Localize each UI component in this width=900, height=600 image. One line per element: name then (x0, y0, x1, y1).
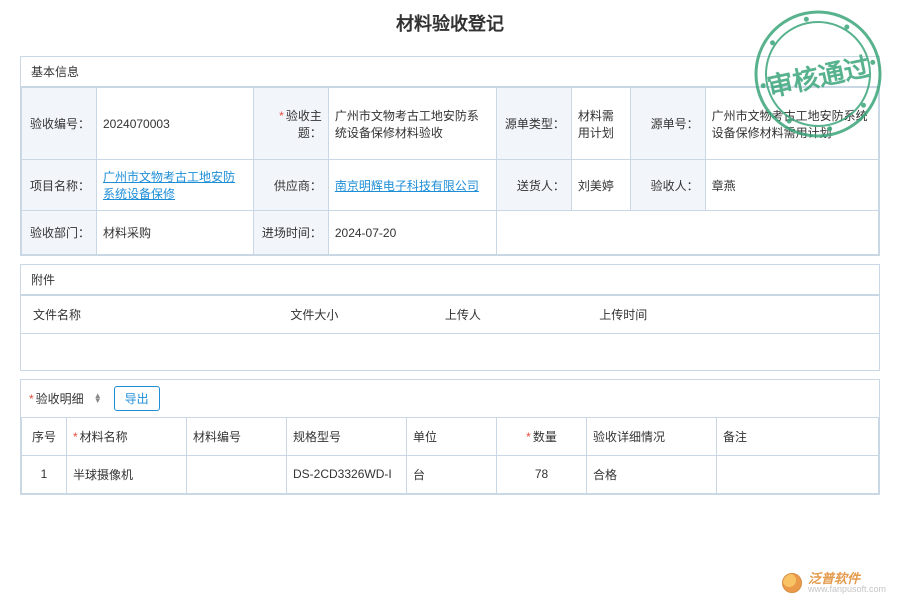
details-section: 验收明细 ▲▼ 导出 序号 材料名称 材料编号 规格型号 单位 数量 验收详细情… (20, 379, 880, 495)
col-code: 材料编号 (187, 417, 287, 455)
field-value: 广州市文物考古工地安防系统设备保修材料验收 (328, 88, 496, 160)
attach-col-time: 上传时间 (587, 296, 879, 334)
field-label: 验收编号： (22, 88, 97, 160)
field-label: 源单号： (630, 88, 705, 160)
col-unit: 单位 (407, 417, 497, 455)
field-value: 章燕 (705, 160, 878, 211)
watermark: 泛普软件 www.fanpusoft.com (782, 572, 886, 594)
field-value-link[interactable]: 南京明辉电子科技有限公司 (328, 160, 496, 211)
cell-result: 合格 (587, 455, 717, 493)
field-value: 材料需用计划 (571, 88, 630, 160)
col-seq: 序号 (22, 417, 67, 455)
field-label: 验收主题： (253, 88, 328, 160)
col-qty: 数量 (497, 417, 587, 455)
cell-name: 半球摄像机 (67, 455, 187, 493)
attach-empty-row (21, 334, 879, 370)
watermark-en: www.fanpusoft.com (808, 585, 886, 594)
field-value: 2024070003 (97, 88, 254, 160)
field-label: 送货人： (496, 160, 571, 211)
col-result: 验收详细情况 (587, 417, 717, 455)
field-label: 供应商： (253, 160, 328, 211)
sort-icon[interactable]: ▲▼ (94, 393, 102, 403)
cell-remark (717, 455, 879, 493)
field-label: 进场时间： (253, 211, 328, 255)
attachments-table: 文件名称 文件大小 上传人 上传时间 (21, 295, 879, 370)
cell-code (187, 455, 287, 493)
page-title: 材料验收登记 (0, 0, 900, 48)
col-spec: 规格型号 (287, 417, 407, 455)
cell-seq: 1 (22, 455, 67, 493)
attachments-section: 附件 文件名称 文件大小 上传人 上传时间 (20, 264, 880, 371)
field-label: 源单类型： (496, 88, 571, 160)
attachments-header: 附件 (21, 265, 879, 295)
field-value-link[interactable]: 广州市文物考古工地安防系统设备保修 (97, 160, 254, 211)
cell-unit: 台 (407, 455, 497, 493)
basic-info-section: 基本信息 验收编号： 2024070003 验收主题： 广州市文物考古工地安防系… (20, 56, 880, 256)
cell-spec: DS-2CD3326WD-I (287, 455, 407, 493)
field-label: 验收部门： (22, 211, 97, 255)
cell-qty: 78 (497, 455, 587, 493)
watermark-logo-icon (782, 573, 802, 593)
details-title: 验收明细 (29, 390, 84, 407)
export-button[interactable]: 导出 (114, 386, 160, 411)
attach-col-size: 文件大小 (278, 296, 432, 334)
field-label: 验收人： (630, 160, 705, 211)
attach-col-uploader: 上传人 (433, 296, 587, 334)
attach-col-name: 文件名称 (21, 296, 278, 334)
basic-info-header: 基本信息 (21, 57, 879, 87)
basic-info-table: 验收编号： 2024070003 验收主题： 广州市文物考古工地安防系统设备保修… (21, 87, 879, 255)
field-value: 材料采购 (97, 211, 254, 255)
table-row: 1 半球摄像机 DS-2CD3326WD-I 台 78 合格 (22, 455, 879, 493)
field-value: 2024-07-20 (328, 211, 496, 255)
col-name: 材料名称 (67, 417, 187, 455)
field-value: 广州市文物考古工地安防系统设备保修材料需用计划 (705, 88, 878, 160)
field-value: 刘美婷 (571, 160, 630, 211)
details-table: 序号 材料名称 材料编号 规格型号 单位 数量 验收详细情况 备注 1 半球摄像… (21, 417, 879, 494)
field-label: 项目名称： (22, 160, 97, 211)
col-remark: 备注 (717, 417, 879, 455)
